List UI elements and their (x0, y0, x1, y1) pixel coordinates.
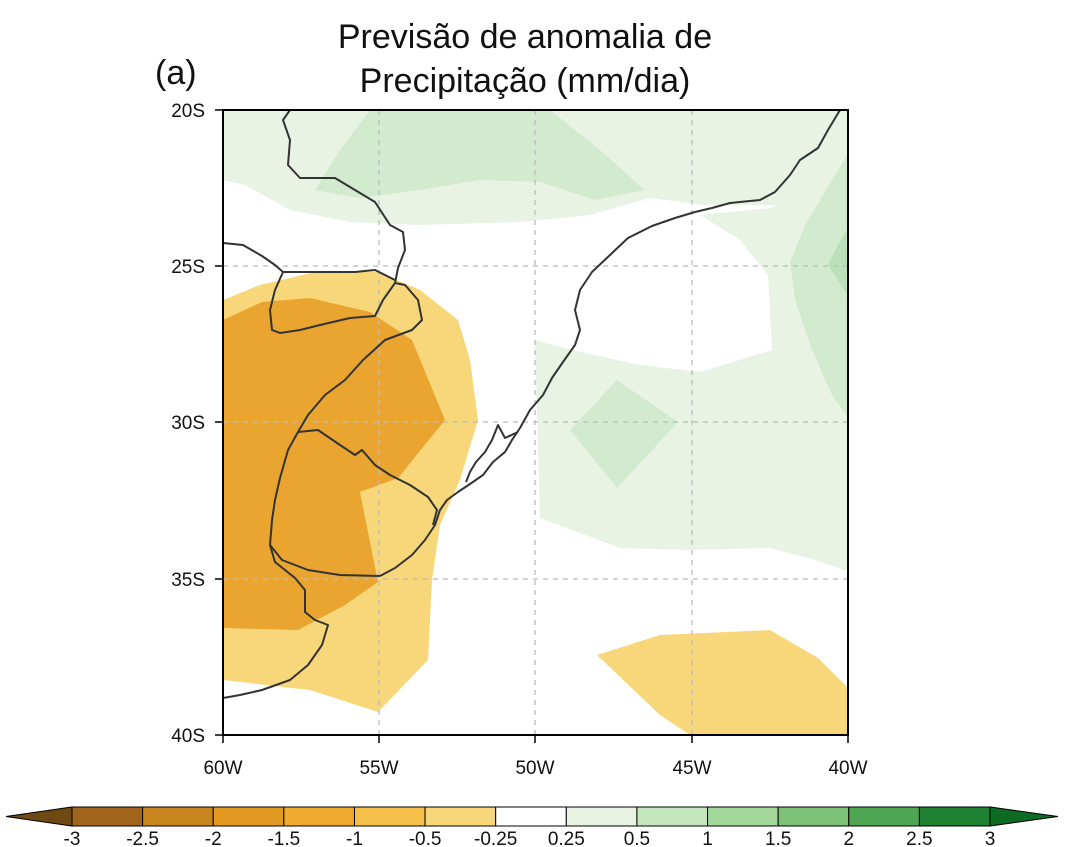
dry-anomaly-core-west (223, 298, 445, 630)
lon-label: 55W (359, 758, 398, 779)
lon-label: 60W (203, 758, 242, 779)
border-misiones (269, 271, 396, 334)
colorbar-segment (918, 806, 991, 827)
colorbar-arrow-left (5, 806, 73, 827)
map-title-line-1: Previsão de anomalia de (337, 18, 713, 56)
coastlines-and-borders (223, 110, 841, 699)
colorbar-label: -1 (346, 829, 363, 847)
colorbar-label: -2 (205, 829, 222, 847)
colorbar-label: 0.5 (624, 829, 650, 847)
panel-label: (a) (155, 54, 197, 92)
colorbar-label: 0.25 (548, 829, 585, 847)
colorbar-segment (353, 806, 426, 827)
coastline-brazil-east (379, 110, 841, 577)
colorbar-segment (565, 806, 638, 827)
colorbar-segment (424, 806, 497, 827)
colorbar-label: 1 (702, 829, 713, 847)
border-brazil-north (282, 110, 423, 433)
colorbar-label: -0.5 (409, 829, 442, 847)
lagoa-dos-patos (465, 424, 519, 483)
colorbar-segment (636, 806, 709, 827)
colorbar-label: 3 (985, 829, 996, 847)
longitude-labels: 60W 55W 50W 45W 40W (203, 758, 867, 779)
colorbar-label: -2.5 (126, 829, 159, 847)
colorbar-segment (495, 806, 567, 827)
latitude-labels: 20S 25S 30S 35S 40S (171, 101, 205, 747)
colorbar-label: 1.5 (765, 829, 791, 847)
border-uruguay (297, 429, 438, 526)
colorbar-label: 2.5 (906, 829, 932, 847)
lat-label: 20S (171, 101, 205, 122)
tick-marks (215, 109, 849, 743)
wet-anomaly-patch-east (790, 153, 848, 418)
coastline-argentina (223, 544, 329, 699)
colorbar-segment (71, 806, 144, 827)
border-uruguay-west (269, 431, 381, 577)
lat-label: 35S (171, 570, 205, 591)
colorbar-label: -1.5 (267, 829, 300, 847)
lon-label: 40W (828, 758, 867, 779)
colorbar: -3 -2.5 -2 -1.5 -1 -0.5 -0.25 0.25 0.5 1 1.5 2 2.5 3 (5, 806, 1059, 847)
colorbar-label: -3 (64, 829, 81, 847)
colorbar-label: -0.25 (474, 829, 517, 847)
wet-anomaly-core-east (828, 228, 848, 297)
colorbar-label: 2 (843, 829, 854, 847)
colorbar-arrow-right (989, 806, 1059, 827)
lat-label: 25S (171, 257, 205, 278)
map-plot-area (223, 110, 848, 735)
wet-anomaly-patch-north (315, 110, 645, 200)
colorbar-segment (212, 806, 285, 827)
lat-label: 40S (171, 726, 205, 747)
colorbar-segment (848, 806, 920, 827)
colorbar-segment (142, 806, 214, 827)
colorbar-segment (777, 806, 850, 827)
map-title-line-2: Precipitação (mm/dia) (359, 62, 691, 100)
lon-label: 50W (515, 758, 554, 779)
colorbar-segment (283, 806, 355, 827)
colorbar-segment (707, 806, 779, 827)
dry-anomaly-region-south (597, 630, 848, 735)
lon-label: 45W (672, 758, 711, 779)
wet-anomaly-diamond (570, 380, 678, 488)
graticule (223, 110, 848, 735)
lat-label: 30S (171, 413, 205, 434)
border-paraguay-argentina (223, 242, 396, 281)
